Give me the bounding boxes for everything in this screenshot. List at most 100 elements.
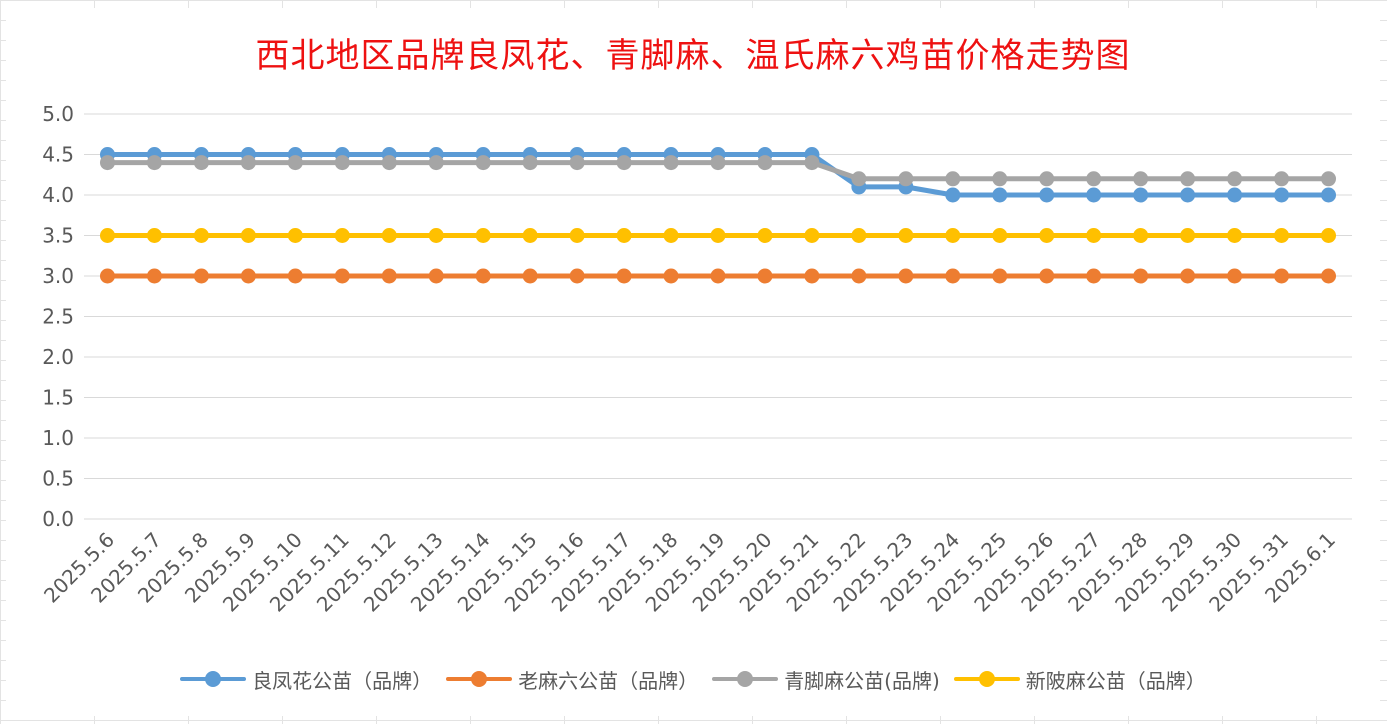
data-point [193,155,209,171]
data-point [1086,187,1102,203]
data-point [663,268,679,284]
legend-swatch [712,671,779,687]
data-point [381,268,397,284]
data-point [334,155,350,171]
y-tick-label: 1.0 [42,426,74,450]
series-2 [99,155,1337,187]
legend-label: 新陂麻公苗（品牌） [1025,668,1206,693]
data-point [757,155,773,171]
data-point [522,155,538,171]
legend-swatch [446,671,513,687]
data-point [757,268,773,284]
data-point [1086,268,1102,284]
data-point [851,171,867,187]
data-point [99,155,115,171]
data-point [146,268,162,284]
data-point [1039,268,1055,284]
data-point [287,268,303,284]
data-point [1133,171,1149,187]
y-tick-label: 3.5 [42,224,74,248]
y-tick-label: 2.5 [42,305,74,329]
data-point [616,155,632,171]
y-axis: 0.0 0.5 1.0 1.5 2.0 2.5 3.0 3.5 4.0 4.5 5.0 [42,102,1352,531]
data-point [945,228,961,243]
data-point [381,228,397,243]
data-point [1274,268,1290,284]
data-point [1133,268,1149,284]
data-point [1180,171,1196,187]
data-point [851,228,867,243]
data-point [898,268,914,284]
data-point [804,228,820,243]
data-point [710,228,726,243]
data-point [945,171,961,187]
legend-swatch [953,671,1020,687]
series-1 [99,268,1337,284]
data-point [240,228,256,243]
legend-item: 青脚麻公苗(品牌) [712,665,940,694]
data-point [475,228,491,243]
data-point [569,228,585,243]
data-point [757,228,773,243]
y-tick-label: 5.0 [42,102,74,126]
data-point [945,187,961,203]
data-point [428,155,444,171]
data-point [1180,228,1196,243]
data-point [804,155,820,171]
data-point [945,268,961,284]
data-point [1321,171,1337,187]
data-point [898,171,914,187]
y-tick-label: 4.5 [42,143,74,167]
data-point [1039,171,1055,187]
data-point [1227,228,1243,243]
data-point [1274,187,1290,203]
data-point [1180,268,1196,284]
data-point [1039,228,1055,243]
data-point [1227,171,1243,187]
data-point [193,268,209,284]
data-point [334,268,350,284]
data-point [1227,268,1243,284]
y-tick-label: 2.0 [42,345,74,369]
data-point [522,228,538,243]
series-3 [99,228,1337,243]
data-point [287,155,303,171]
y-tick-label: 4.0 [42,183,74,207]
data-point [851,268,867,284]
data-point [1321,187,1337,203]
data-point [569,268,585,284]
legend-label: 良凤花公苗（品牌） [252,668,433,693]
legend-label: 老麻六公苗（品牌） [518,668,699,693]
y-tick-label: 0.0 [42,507,74,531]
data-point [898,228,914,243]
data-point [475,155,491,171]
data-point [616,268,632,284]
data-point [663,155,679,171]
data-point [428,268,444,284]
data-point [240,268,256,284]
data-point [804,268,820,284]
legend-swatch [180,671,247,687]
data-point [1227,187,1243,203]
legend-item: 新陂麻公苗（品牌） [953,665,1206,694]
data-point [1086,228,1102,243]
y-tick-label: 3.0 [42,264,74,288]
data-point [1180,187,1196,203]
data-point [992,268,1008,284]
data-point [287,228,303,243]
data-point [710,268,726,284]
chart-area[interactable]: 西北地区品牌良凤花、青脚麻、温氏麻六鸡苗价格走势图 0.0 0.5 1.0 1.5 2.… [6,8,1380,716]
legend: 良凤花公苗（品牌） 老麻六公苗（品牌） 青脚麻公苗(品牌) 新陂麻公苗（品牌） [6,664,1380,694]
legend-item: 良凤花公苗（品牌） [180,665,432,694]
y-tick-label: 1.5 [42,386,74,410]
data-point [992,187,1008,203]
chart-title: 西北地区品牌良凤花、青脚麻、温氏麻六鸡苗价格走势图 [255,36,1131,76]
data-point [381,155,397,171]
data-point [569,155,585,171]
data-point [663,228,679,243]
data-point [1321,268,1337,284]
data-point [475,268,491,284]
data-point [193,228,209,243]
data-point [992,171,1008,187]
data-point [1133,187,1149,203]
